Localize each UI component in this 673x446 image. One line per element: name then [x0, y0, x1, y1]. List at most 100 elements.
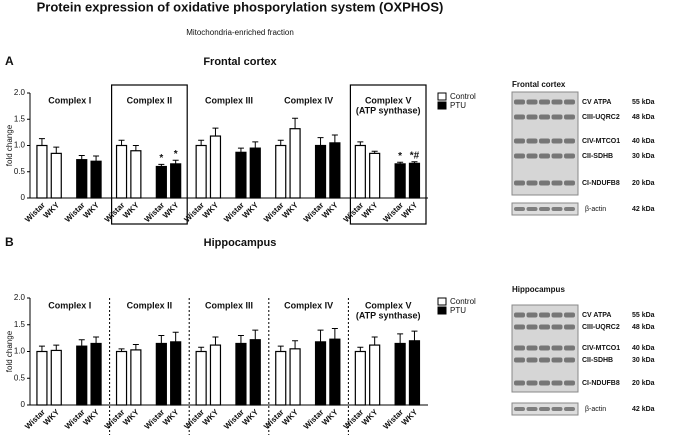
blot-band	[564, 380, 575, 386]
bar	[36, 350, 48, 406]
error-bar	[237, 147, 244, 153]
group-label: Complex IV	[284, 300, 333, 310]
legend-swatch	[437, 306, 447, 315]
y-tick-label: 1.5	[14, 320, 26, 329]
bar	[90, 342, 102, 406]
blot-band	[564, 407, 575, 411]
bar	[90, 160, 102, 199]
legend-label: PTU	[450, 101, 466, 110]
bar	[36, 144, 48, 199]
chart-title: Frontal cortex	[203, 56, 277, 68]
bar	[209, 344, 222, 406]
error-bar	[198, 139, 205, 146]
group-label: Complex III	[205, 95, 253, 105]
error-bar	[252, 329, 259, 340]
blot-band	[526, 180, 538, 186]
bar	[354, 144, 366, 199]
blot-band	[564, 99, 575, 105]
x-tick-label: WKY	[280, 200, 300, 220]
blot-band	[539, 312, 550, 318]
x-tick-label: WKY	[42, 407, 62, 427]
group-label: Complex V	[365, 300, 412, 310]
group-label: Complex II	[127, 300, 173, 310]
blot-band	[514, 345, 525, 351]
blot-band	[526, 138, 538, 144]
error-bar	[38, 345, 45, 352]
blot-band	[539, 380, 550, 386]
blot-band	[514, 380, 525, 386]
error-bar	[212, 336, 219, 346]
blot-band	[551, 99, 563, 105]
group-label: Complex V	[365, 95, 412, 105]
panel-label: A	[5, 54, 14, 68]
x-tick-label: WKY	[241, 200, 261, 220]
x-tick-label: WKY	[400, 407, 420, 427]
group-label: Complex IV	[284, 95, 333, 105]
error-bar	[277, 345, 284, 352]
error-bar	[198, 346, 205, 352]
blot-band	[514, 407, 525, 411]
error-bar	[292, 117, 299, 129]
x-tick-label: WKY	[360, 407, 380, 427]
band-name: CV ATPA	[582, 312, 611, 319]
loading-name: β-actin	[585, 406, 606, 413]
error-bar	[172, 331, 179, 342]
bar	[76, 159, 88, 199]
bar	[130, 150, 142, 199]
blot-band	[539, 138, 550, 144]
bar	[329, 338, 341, 406]
group-label: (ATP synthase)	[356, 105, 421, 115]
blot-band	[539, 345, 550, 351]
legend-swatch	[437, 101, 447, 110]
bar	[314, 144, 327, 199]
x-tick-label: WKY	[81, 407, 101, 427]
y-tick-label: 2.0	[14, 88, 26, 97]
y-tick-label: 1.0	[14, 347, 26, 356]
band-size: 55 kDa	[632, 99, 655, 106]
band-size: 55 kDa	[632, 312, 655, 319]
bar	[408, 340, 421, 406]
y-tick-label: 0	[21, 400, 26, 409]
blot-band	[539, 407, 550, 411]
bar	[408, 162, 421, 199]
legend-swatch	[437, 92, 447, 101]
x-tick-label: WKY	[161, 407, 181, 427]
blot-band	[564, 324, 575, 330]
bar	[275, 350, 287, 406]
blot-band	[539, 207, 550, 211]
x-tick-label: WKY	[121, 407, 141, 427]
bar	[275, 144, 287, 199]
blot-band	[539, 357, 550, 363]
blot-band	[539, 114, 550, 120]
bar	[369, 152, 381, 199]
error-bar	[78, 339, 85, 347]
blot-band	[526, 99, 538, 105]
bar	[130, 349, 142, 406]
x-tick-label: WKY	[320, 200, 340, 220]
bar	[394, 342, 406, 406]
error-bar	[292, 340, 299, 349]
band-name: CIV-MTCO1	[582, 345, 620, 352]
blot-band	[564, 153, 575, 159]
blot-band	[564, 357, 575, 363]
band-size: 40 kDa	[632, 138, 655, 145]
group-label: Complex II	[127, 95, 173, 105]
blot-band	[551, 357, 563, 363]
bar	[394, 163, 406, 199]
x-tick-label: WKY	[280, 407, 300, 427]
error-bar	[331, 327, 338, 340]
x-tick-label: WKY	[400, 200, 420, 220]
blot-band	[514, 207, 525, 211]
band-size: 20 kDa	[632, 180, 655, 187]
blot-band	[551, 345, 563, 351]
band-name: CII-SDHB	[582, 153, 613, 160]
error-bar	[411, 161, 418, 164]
blot-band	[514, 324, 525, 330]
x-tick-label: WKY	[360, 200, 380, 220]
blot-band	[551, 180, 563, 186]
bar	[115, 350, 128, 406]
error-bar	[132, 344, 139, 350]
blot-band	[551, 407, 563, 411]
error-bar	[317, 137, 324, 146]
